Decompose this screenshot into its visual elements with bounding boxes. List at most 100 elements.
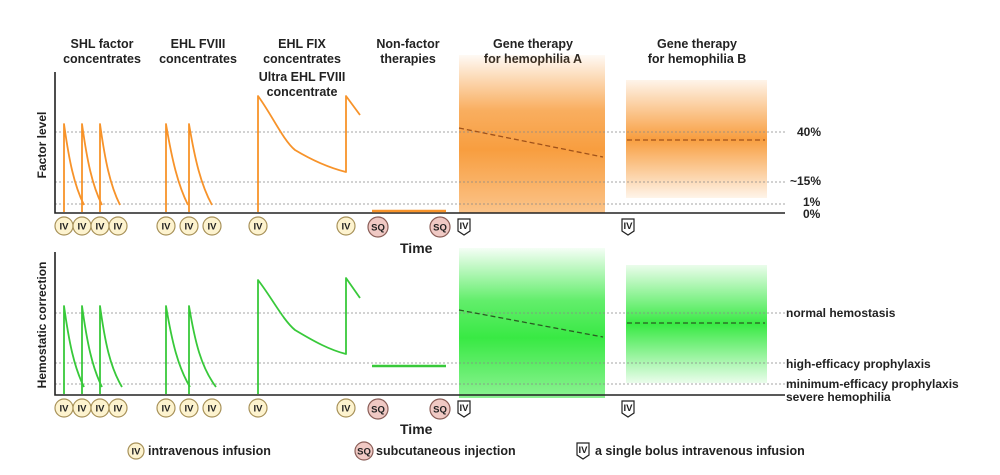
iv-badge: IV bbox=[248, 216, 268, 236]
header-gene-b-line2: for hemophilia B bbox=[648, 52, 747, 66]
svg-text:SQ: SQ bbox=[433, 405, 447, 416]
iv-badge: IV bbox=[179, 216, 199, 236]
svg-text:IV: IV bbox=[78, 404, 88, 415]
svg-text:IV: IV bbox=[208, 404, 218, 415]
legend-iv-badge: IV bbox=[127, 442, 145, 460]
header-shl-line2: concentrates bbox=[63, 52, 141, 66]
svg-text:IV: IV bbox=[96, 404, 106, 415]
svg-text:IV: IV bbox=[342, 404, 352, 415]
svg-text:IV: IV bbox=[60, 404, 70, 415]
ehl-fviii-hemostatic-curve-1 bbox=[165, 305, 191, 394]
header-nonfactor-line1: Non-factor bbox=[376, 37, 439, 51]
svg-text:IV: IV bbox=[162, 222, 172, 233]
svg-text:IV: IV bbox=[60, 222, 70, 233]
sq-badge: SQ bbox=[429, 216, 451, 238]
factor-axes bbox=[54, 72, 785, 214]
shl-factor-curve-2 bbox=[81, 123, 103, 212]
svg-text:IV: IV bbox=[132, 447, 142, 458]
iv-badge: IV bbox=[202, 216, 222, 236]
gene-a-hemostatic-band bbox=[459, 248, 605, 398]
iv-badge: IV bbox=[202, 398, 222, 418]
legend-iv-label: intravenous infusion bbox=[148, 444, 271, 458]
svg-text:IV: IV bbox=[624, 403, 634, 414]
bolus-iv-badge: IV bbox=[457, 400, 471, 418]
svg-text:IV: IV bbox=[185, 222, 195, 233]
bottom-badges: IV IV IV IV IV IV IV IV IV SQ SQ IV IV bbox=[54, 398, 635, 420]
column-headers: SHL factor concentrates EHL FVIII concen… bbox=[63, 37, 746, 99]
svg-text:IV: IV bbox=[114, 222, 124, 233]
ehl-fviii-factor-curve-2 bbox=[188, 123, 213, 212]
svg-text:IV: IV bbox=[78, 222, 88, 233]
iv-badge: IV bbox=[90, 398, 110, 418]
svg-text:SQ: SQ bbox=[433, 223, 447, 234]
shl-factor-curve-1 bbox=[63, 123, 85, 212]
level-40: 40% bbox=[797, 125, 821, 139]
legend-bolus-label: a single bolus intravenous infusion bbox=[595, 444, 805, 458]
legend-bolus-badge: IV bbox=[576, 442, 590, 460]
svg-text:IV: IV bbox=[96, 222, 106, 233]
svg-text:IV: IV bbox=[342, 222, 352, 233]
header-ultra-line2: concentrate bbox=[267, 85, 338, 99]
svg-text:IV: IV bbox=[460, 403, 470, 414]
gene-a-factor-mean bbox=[458, 127, 604, 158]
iv-badge: IV bbox=[156, 216, 176, 236]
svg-text:IV: IV bbox=[162, 404, 172, 415]
bolus-iv-badge: IV bbox=[457, 218, 471, 236]
iv-badge: IV bbox=[156, 398, 176, 418]
hemostatic-panel: normal hemostasis high-efficacy prophyla… bbox=[35, 248, 959, 437]
ehl-fix-hemostatic-curve bbox=[257, 277, 361, 394]
iv-badge: IV bbox=[108, 398, 128, 418]
header-gene-b-line1: Gene therapy bbox=[657, 37, 737, 51]
legend-sq-badge: SQ bbox=[354, 441, 374, 461]
hemostatic-y-label: Hemostatic correction bbox=[35, 262, 49, 389]
header-ultra-line1: Ultra EHL FVIII bbox=[259, 70, 346, 84]
svg-text:SQ: SQ bbox=[357, 447, 371, 458]
header-shl-line1: SHL factor bbox=[71, 37, 134, 51]
ehl-fviii-factor-curve-1 bbox=[165, 123, 189, 212]
header-gene-a-line1: Gene therapy bbox=[493, 37, 573, 51]
sq-badge: SQ bbox=[367, 216, 389, 238]
svg-text:IV: IV bbox=[254, 222, 264, 233]
gene-b-hemostatic-band bbox=[626, 265, 767, 383]
top-badges: IV IV IV IV IV IV IV IV IV SQ SQ IV IV bbox=[54, 216, 635, 238]
svg-text:IV: IV bbox=[114, 404, 124, 415]
iv-badge: IV bbox=[72, 398, 92, 418]
iv-badge: IV bbox=[336, 216, 356, 236]
legend-sq-label: subcutaneous injection bbox=[376, 444, 516, 458]
factor-time-label: Time bbox=[400, 240, 433, 256]
header-ehl-fviii-line2: concentrates bbox=[159, 52, 237, 66]
svg-text:SQ: SQ bbox=[371, 405, 385, 416]
svg-text:IV: IV bbox=[624, 221, 634, 232]
hemostatic-axes bbox=[54, 252, 785, 396]
bolus-iv-badge: IV bbox=[621, 400, 635, 418]
iv-badge: IV bbox=[90, 216, 110, 236]
svg-text:IV: IV bbox=[185, 404, 195, 415]
level-high-efficacy: high-efficacy prophylaxis bbox=[786, 357, 931, 371]
level-minimum-efficacy: minimum-efficacy prophylaxis bbox=[786, 377, 959, 391]
shl-hemostatic-curve-2 bbox=[81, 305, 103, 394]
iv-badge: IV bbox=[72, 216, 92, 236]
bolus-iv-badge: IV bbox=[621, 218, 635, 236]
ehl-fviii-hemostatic-curve-2 bbox=[188, 305, 217, 394]
iv-badge: IV bbox=[179, 398, 199, 418]
header-nonfactor-line2: therapies bbox=[380, 52, 436, 66]
shl-hemostatic-curve-1 bbox=[63, 305, 85, 394]
iv-badge: IV bbox=[336, 398, 356, 418]
hemostatic-time-label: Time bbox=[400, 421, 433, 437]
header-ehl-fix-line2: concentrates bbox=[263, 52, 341, 66]
header-ehl-fviii-line1: EHL FVIII bbox=[171, 37, 226, 51]
header-ehl-fix-line1: EHL FIX bbox=[278, 37, 326, 51]
iv-badge: IV bbox=[108, 216, 128, 236]
sq-badge: SQ bbox=[429, 398, 451, 420]
svg-text:SQ: SQ bbox=[371, 223, 385, 234]
svg-text:IV: IV bbox=[460, 221, 470, 232]
legend: IV intravenous infusion SQ subcutaneous … bbox=[127, 441, 805, 461]
shl-hemostatic-curve-3 bbox=[99, 305, 123, 394]
level-15: ~15% bbox=[790, 174, 821, 188]
svg-text:IV: IV bbox=[254, 404, 264, 415]
iv-badge: IV bbox=[54, 216, 74, 236]
level-0: 0% bbox=[803, 207, 821, 221]
svg-text:IV: IV bbox=[208, 222, 218, 233]
iv-badge: IV bbox=[54, 398, 74, 418]
gene-b-factor-band bbox=[626, 80, 767, 198]
